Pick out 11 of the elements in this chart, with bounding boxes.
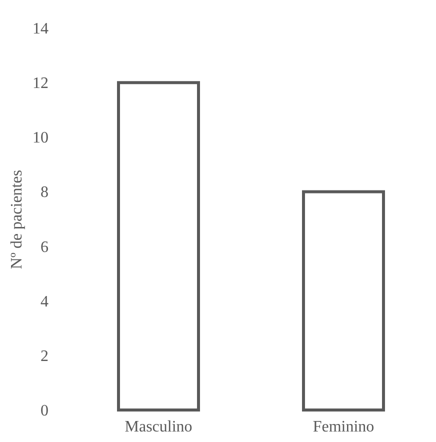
y-tick-label: 0 bbox=[40, 402, 48, 420]
y-tick-label: 4 bbox=[40, 293, 48, 310]
x-tick-label: Feminino bbox=[312, 418, 374, 436]
y-tick-label: 10 bbox=[32, 130, 48, 147]
y-tick-label: 12 bbox=[32, 75, 48, 92]
x-tick-label: Masculino bbox=[124, 418, 192, 436]
y-tick-label: 6 bbox=[40, 238, 48, 256]
y-tick-label: 2 bbox=[40, 348, 48, 365]
y-tick-label: 8 bbox=[40, 184, 48, 202]
y-tick-label: 14 bbox=[32, 20, 48, 38]
y-axis-title: Nº de pacientes bbox=[8, 170, 26, 270]
